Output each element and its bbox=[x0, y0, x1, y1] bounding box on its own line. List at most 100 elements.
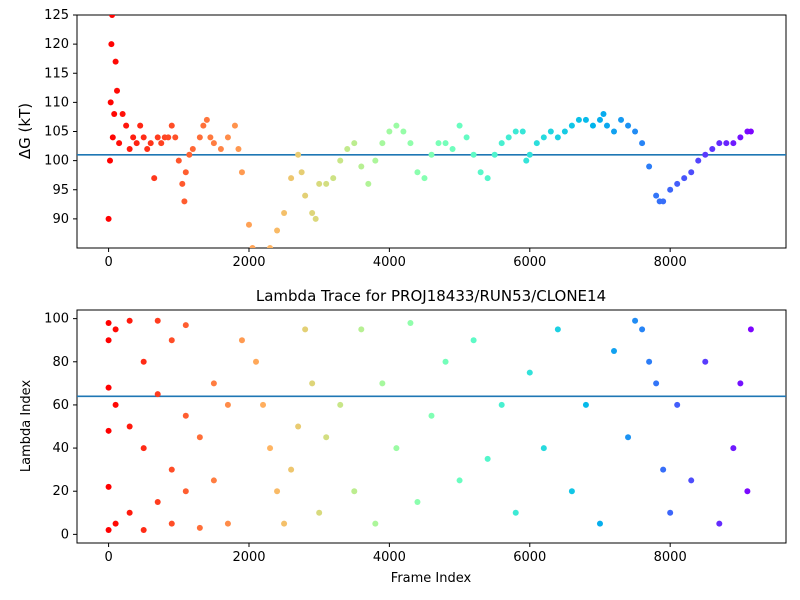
data-point bbox=[133, 140, 140, 147]
x-tick-label: 8000 bbox=[654, 550, 687, 565]
data-point bbox=[582, 401, 589, 408]
data-point bbox=[126, 509, 133, 516]
data-point bbox=[747, 128, 754, 135]
data-point bbox=[112, 520, 119, 527]
y-tick-label: 90 bbox=[52, 212, 69, 227]
data-point bbox=[456, 477, 463, 484]
data-point bbox=[316, 509, 323, 516]
data-point bbox=[109, 134, 116, 141]
data-point bbox=[568, 488, 575, 495]
data-point bbox=[660, 198, 667, 205]
data-point bbox=[519, 128, 526, 135]
x-tick-label: 6000 bbox=[513, 550, 546, 565]
data-point bbox=[428, 151, 435, 158]
bottom-x-axis-label: Frame Index bbox=[391, 571, 472, 586]
data-point bbox=[288, 466, 295, 473]
data-point bbox=[603, 122, 610, 129]
data-point bbox=[154, 134, 161, 141]
data-point bbox=[179, 180, 186, 187]
data-point bbox=[224, 520, 231, 527]
data-point bbox=[309, 380, 316, 387]
data-point bbox=[358, 163, 365, 170]
data-point bbox=[274, 227, 281, 234]
top-x-ticks: 0 2000 4000 6000 8000 bbox=[104, 248, 687, 270]
data-point bbox=[554, 326, 561, 333]
data-point bbox=[281, 210, 288, 217]
data-point bbox=[533, 140, 540, 147]
data-point bbox=[267, 445, 274, 452]
data-point bbox=[107, 99, 114, 106]
data-point bbox=[646, 358, 653, 365]
data-point bbox=[224, 401, 231, 408]
bottom-y-ticks: 0 20 40 60 80 100 bbox=[44, 312, 77, 542]
data-point bbox=[653, 380, 660, 387]
data-point bbox=[200, 122, 207, 129]
data-point bbox=[105, 527, 112, 534]
data-point bbox=[632, 128, 639, 135]
data-point bbox=[414, 499, 421, 506]
data-point bbox=[477, 169, 484, 176]
data-point bbox=[126, 145, 133, 152]
data-point bbox=[386, 128, 393, 135]
data-point bbox=[695, 157, 702, 164]
x-tick-label: 4000 bbox=[373, 550, 406, 565]
data-point bbox=[154, 391, 161, 398]
data-point bbox=[702, 358, 709, 365]
data-point bbox=[540, 134, 547, 141]
data-point bbox=[372, 520, 379, 527]
data-point bbox=[119, 111, 126, 118]
data-point bbox=[302, 326, 309, 333]
top-y-ticks: 90 95 100 105 110 115 120 125 bbox=[44, 8, 77, 227]
bottom-y-axis-label: Lambda Index bbox=[19, 380, 34, 473]
data-point bbox=[351, 140, 358, 147]
x-tick-label: 4000 bbox=[373, 255, 406, 270]
data-point bbox=[456, 122, 463, 129]
x-tick-label: 8000 bbox=[654, 255, 687, 270]
data-point bbox=[470, 151, 477, 158]
bottom-data-points bbox=[105, 317, 754, 534]
bottom-x-ticks: 0 2000 4000 6000 8000 bbox=[104, 543, 687, 565]
data-point bbox=[154, 317, 161, 324]
bottom-panel: Lambda Trace for PROJ18433/RUN53/CLONE14… bbox=[19, 287, 787, 586]
data-point bbox=[379, 140, 386, 147]
data-point bbox=[182, 322, 189, 329]
y-tick-label: 100 bbox=[44, 312, 69, 327]
data-point bbox=[154, 499, 161, 506]
data-point bbox=[611, 347, 618, 354]
bottom-axes-frame bbox=[76, 309, 787, 544]
x-tick-label: 2000 bbox=[232, 550, 265, 565]
y-tick-label: 0 bbox=[61, 527, 69, 542]
data-point bbox=[702, 151, 709, 158]
data-point bbox=[182, 169, 189, 176]
data-point bbox=[203, 116, 210, 123]
data-point bbox=[330, 175, 337, 182]
data-point bbox=[491, 151, 498, 158]
top-axes-frame bbox=[76, 14, 787, 249]
data-point bbox=[274, 488, 281, 495]
data-point bbox=[323, 434, 330, 441]
data-point bbox=[554, 134, 561, 141]
data-point bbox=[181, 198, 188, 205]
x-tick-label: 0 bbox=[104, 550, 112, 565]
data-point bbox=[249, 245, 256, 248]
data-point bbox=[498, 140, 505, 147]
data-point bbox=[484, 455, 491, 462]
data-point bbox=[196, 134, 203, 141]
data-point bbox=[526, 151, 533, 158]
data-point bbox=[737, 380, 744, 387]
data-point bbox=[182, 488, 189, 495]
data-point bbox=[526, 369, 533, 376]
data-point bbox=[207, 134, 214, 141]
data-point bbox=[140, 445, 147, 452]
y-tick-label: 95 bbox=[52, 183, 69, 198]
data-point bbox=[618, 116, 625, 123]
data-point bbox=[463, 134, 470, 141]
data-point bbox=[238, 169, 245, 176]
data-point bbox=[253, 358, 260, 365]
data-point bbox=[298, 169, 305, 176]
data-point bbox=[210, 140, 217, 147]
data-point bbox=[379, 380, 386, 387]
data-point bbox=[105, 215, 112, 222]
data-point bbox=[568, 122, 575, 129]
